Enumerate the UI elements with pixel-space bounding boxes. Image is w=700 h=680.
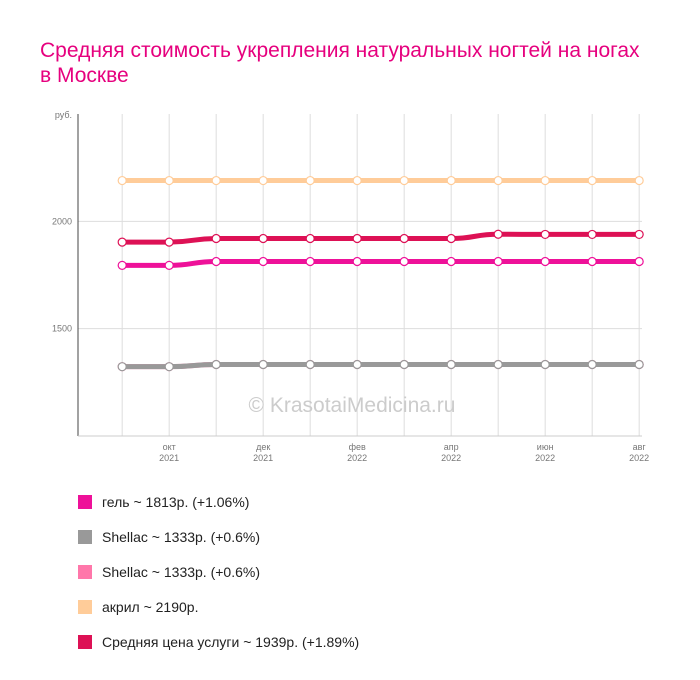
x-tick-label: апр 2022 — [441, 442, 461, 463]
data-point — [211, 256, 221, 267]
x-tick-label: авг 2022 — [629, 442, 649, 463]
legend-swatch — [78, 494, 92, 509]
data-point — [540, 359, 550, 370]
legend-item: Средняя цена услуги ~ 1939р. (+1.89%) — [78, 624, 359, 659]
data-point — [399, 233, 409, 244]
data-point — [399, 359, 409, 370]
data-point — [258, 233, 268, 244]
data-point — [352, 233, 362, 244]
data-point — [305, 233, 315, 244]
data-point — [587, 256, 597, 267]
legend-swatch — [78, 634, 92, 649]
series-line — [119, 362, 642, 370]
data-point — [352, 359, 362, 370]
data-point — [117, 175, 127, 186]
y-tick-label: 2000 — [52, 216, 72, 226]
legend-label: гель ~ 1813р. (+1.06%) — [102, 493, 250, 510]
data-point — [493, 175, 503, 186]
data-point — [493, 256, 503, 267]
data-point — [211, 359, 221, 370]
series-line — [119, 231, 642, 245]
chart-legend: гель ~ 1813р. (+1.06%) Shellac ~ 1333р. (… — [78, 484, 359, 659]
data-point — [305, 175, 315, 186]
data-point — [446, 359, 456, 370]
watermark: © KrasotaiMedicina.ru — [249, 394, 456, 417]
data-point — [164, 175, 174, 186]
data-point — [634, 256, 644, 267]
data-point — [634, 229, 644, 240]
legend-item: Shellac ~ 1333р. (+0.6%) — [78, 519, 359, 554]
legend-swatch — [78, 529, 92, 544]
data-point — [305, 359, 315, 370]
data-point — [258, 256, 268, 267]
legend-item: гель ~ 1813р. (+1.06%) — [78, 484, 359, 519]
legend-label: Средняя цена услуги ~ 1939р. (+1.89%) — [102, 633, 360, 650]
series-line — [119, 258, 642, 268]
legend-label: акрил ~ 2190р. — [102, 598, 199, 615]
data-point — [352, 256, 362, 267]
legend-swatch — [78, 564, 92, 579]
data-point — [211, 175, 221, 186]
x-tick-label: окт 2021 — [159, 442, 179, 463]
y-unit-label: руб. — [55, 110, 72, 120]
data-point — [634, 359, 644, 370]
x-tick-label: июн 2022 — [535, 442, 555, 463]
x-tick-label: фев 2022 — [347, 442, 367, 463]
data-point — [587, 175, 597, 186]
data-point — [634, 175, 644, 186]
data-point — [540, 175, 550, 186]
line-chart: руб. 1500 2000 окт 2021 дек 2021 фев 2022 апр 2022… — [52, 110, 649, 463]
legend-label: Shellac ~ 1333р. (+0.6%) — [102, 528, 260, 545]
data-point — [258, 175, 268, 186]
data-point — [446, 233, 456, 244]
data-point — [117, 260, 127, 270]
legend-item: Shellac ~ 1333р. (+0.6%) — [78, 554, 359, 589]
data-point — [399, 175, 409, 186]
data-point — [117, 237, 127, 247]
chart-title: Средняя стоимость укрепления натуральных… — [40, 39, 640, 87]
data-point — [164, 362, 174, 372]
data-point — [164, 237, 174, 247]
legend-swatch — [78, 599, 92, 614]
data-point — [117, 362, 127, 372]
data-point — [493, 229, 503, 239]
data-point — [399, 256, 409, 267]
data-point — [258, 359, 268, 370]
data-point — [493, 359, 503, 370]
data-point — [446, 175, 456, 186]
legend-label: Shellac ~ 1333р. (+0.6%) — [102, 563, 260, 580]
data-point — [164, 260, 174, 270]
y-tick-label: 1500 — [52, 324, 72, 334]
x-tick-label: дек 2021 — [253, 442, 273, 463]
data-point — [446, 256, 456, 267]
data-point — [587, 359, 597, 370]
data-point — [587, 229, 597, 240]
data-point — [305, 256, 315, 267]
legend-item: акрил ~ 2190р. — [78, 589, 359, 624]
data-point — [352, 175, 362, 186]
data-point — [211, 233, 221, 244]
data-point — [540, 256, 550, 267]
data-point — [540, 229, 550, 240]
